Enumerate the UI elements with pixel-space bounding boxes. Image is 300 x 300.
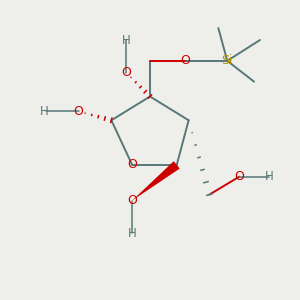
Text: O: O <box>121 66 131 79</box>
Text: O: O <box>74 105 84 118</box>
Text: H: H <box>128 227 136 240</box>
Text: O: O <box>234 170 244 183</box>
Text: H: H <box>265 170 273 183</box>
Text: O: O <box>181 54 190 67</box>
Text: O: O <box>127 158 137 171</box>
Text: H: H <box>40 105 49 118</box>
Text: O: O <box>127 194 137 207</box>
Polygon shape <box>132 161 180 200</box>
Text: H: H <box>122 34 130 46</box>
Text: Si: Si <box>221 54 233 67</box>
